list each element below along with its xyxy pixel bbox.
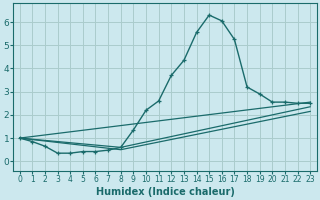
X-axis label: Humidex (Indice chaleur): Humidex (Indice chaleur) xyxy=(96,187,234,197)
